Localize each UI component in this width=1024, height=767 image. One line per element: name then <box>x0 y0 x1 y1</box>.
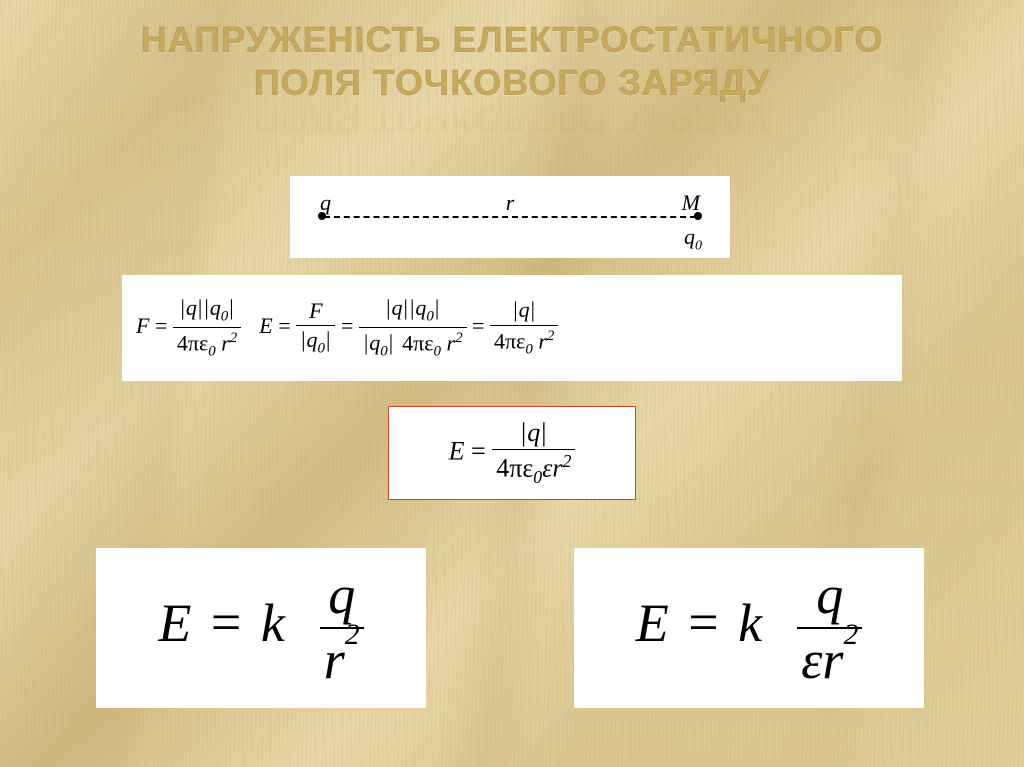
boxed-field-formula: E = q 4πε0εr2 <box>388 406 636 500</box>
diagram-q0-label: q0 <box>684 224 702 254</box>
diagram-r-label: r <box>506 190 515 216</box>
derivation-formulas: F = qq0 4πε0 r2 E = F q0 = qq0 q04πε0 r2… <box>122 275 902 381</box>
point-charge-diagram: q r M q0 <box>290 176 730 258</box>
slide: НАПРУЖЕНІСТЬ ЕЛЕКТРОСТАТИЧНОГО ПОЛЯ ТОЧК… <box>0 0 1024 767</box>
field-derivation-formula: E = F q0 = qq0 q04πε0 r2 = q 4πε0 r2 <box>259 296 558 360</box>
diagram-dashed-line <box>324 216 696 218</box>
slide-title: НАПРУЖЕНІСТЬ ЕЛЕКТРОСТАТИЧНОГО ПОЛЯ ТОЧК… <box>0 18 1024 104</box>
field-vacuum-formula: E = k q r2 <box>96 548 426 708</box>
field-medium-formula: E = k q εr2 <box>574 548 924 708</box>
slide-title-reflection: ПОЛЯ ТОЧКОВОГО ЗАРЯДУ <box>0 98 1024 141</box>
diagram-left-dot <box>318 212 326 220</box>
title-line-1: НАПРУЖЕНІСТЬ ЕЛЕКТРОСТАТИЧНОГО <box>0 18 1024 61</box>
diagram-right-dot <box>694 212 702 220</box>
title-line-2: ПОЛЯ ТОЧКОВОГО ЗАРЯДУ <box>0 61 1024 104</box>
coulomb-force-formula: F = qq0 4πε0 r2 <box>136 296 241 360</box>
